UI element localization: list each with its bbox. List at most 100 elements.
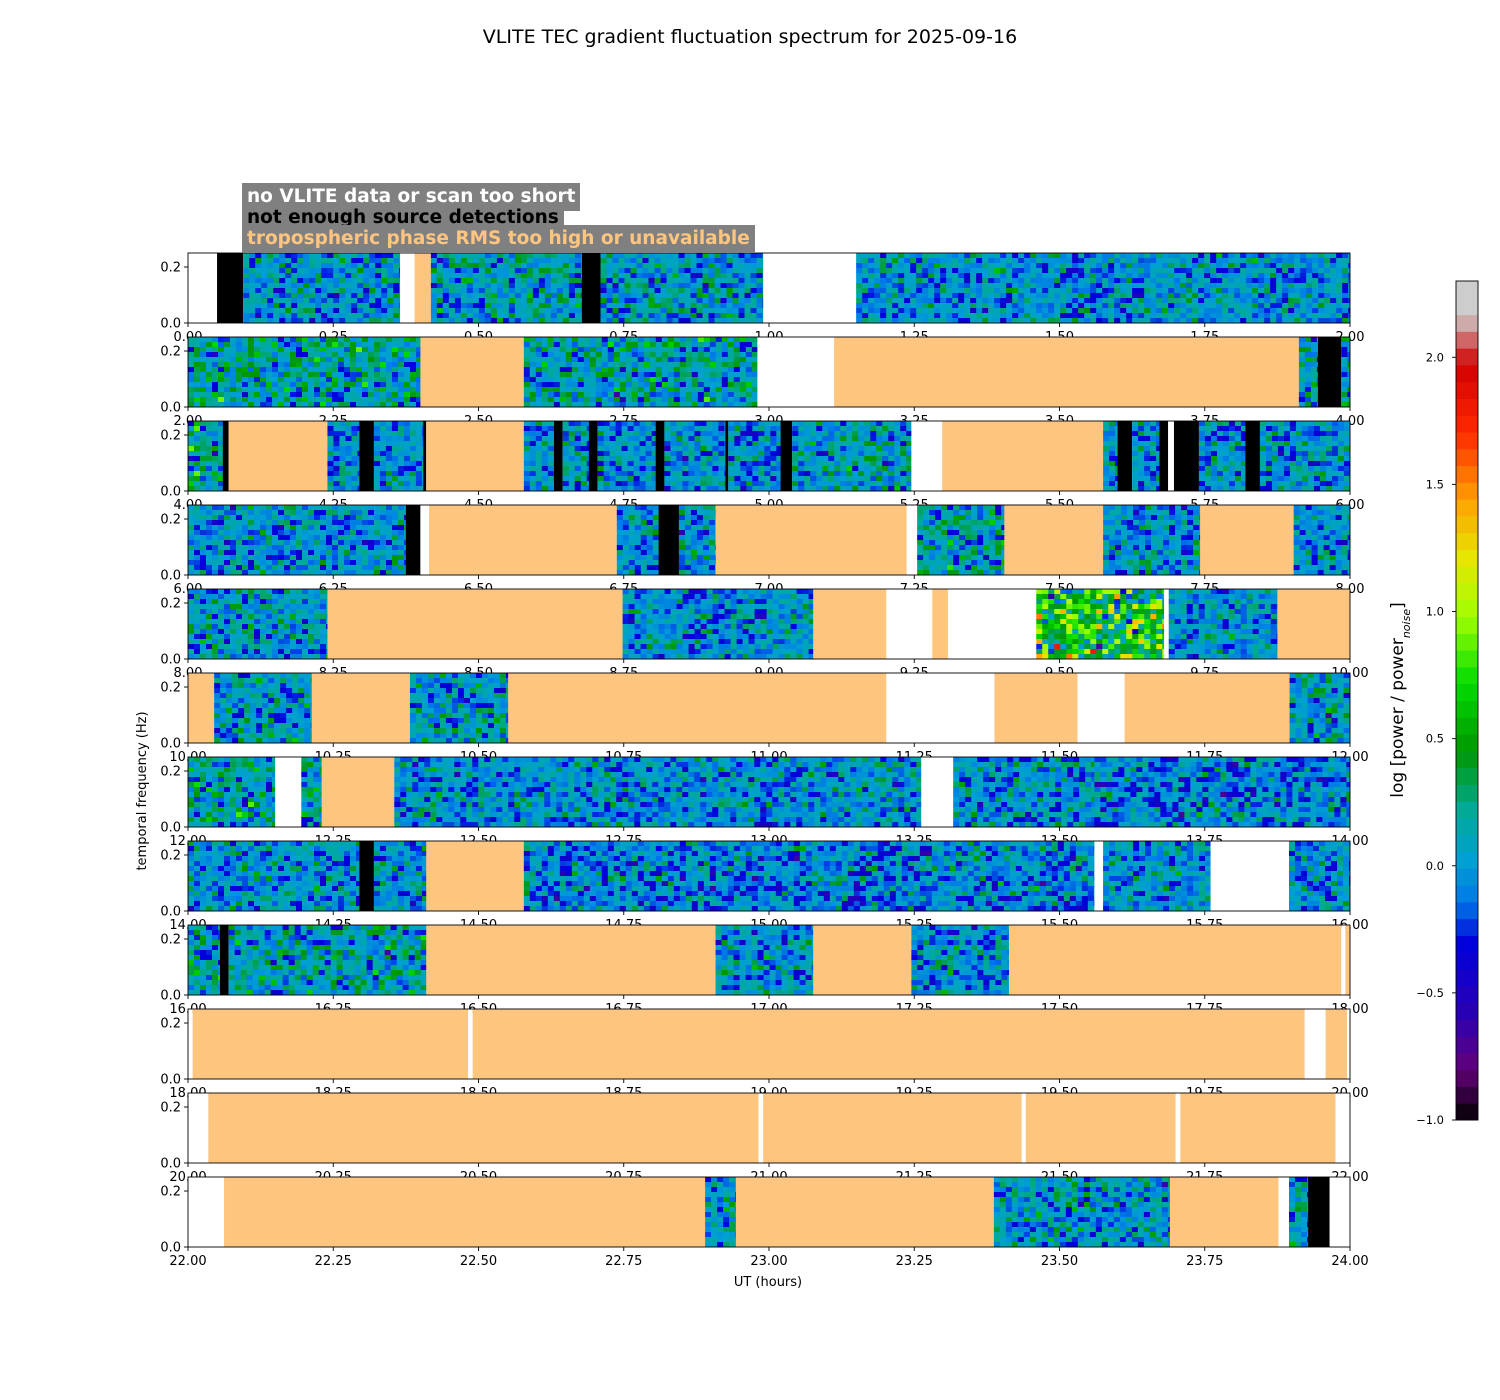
spectrum-cell xyxy=(618,273,625,279)
spectrum-cell xyxy=(188,481,195,487)
spectrum-cell xyxy=(230,342,237,348)
spectrum-cell xyxy=(738,318,745,324)
spectrum-cell xyxy=(541,451,549,457)
spectrum-cell xyxy=(381,313,388,319)
spectrum-cell xyxy=(900,441,907,447)
spectrum-cell xyxy=(651,436,657,442)
spectrum-cell xyxy=(637,337,645,343)
spectrum-cell xyxy=(738,273,745,279)
spectrum-cell xyxy=(339,283,346,289)
spectrum-cell xyxy=(682,451,689,457)
spectrum-cell xyxy=(691,352,699,358)
spectrum-cell xyxy=(333,318,340,324)
spectrum-cell xyxy=(1150,436,1157,442)
spectrum-cell xyxy=(387,273,394,279)
spectrum-cell xyxy=(970,288,977,294)
spectrum-cell xyxy=(351,476,358,482)
spectrum-cell xyxy=(374,342,381,348)
spectrum-cell xyxy=(547,367,555,373)
spectrum-cell xyxy=(621,461,629,467)
spectrum-cell xyxy=(392,337,399,343)
spectrum-cell xyxy=(770,451,777,457)
spectrum-cell xyxy=(1150,268,1157,274)
spectrum-cell xyxy=(1282,313,1289,319)
spectrum-cell xyxy=(868,273,875,279)
spectrum-cell xyxy=(1096,298,1103,304)
spectrum-cell xyxy=(1342,313,1349,319)
spectrum-cell xyxy=(315,303,322,309)
spectrum-cell xyxy=(732,258,739,264)
spectrum-cell xyxy=(642,288,649,294)
spectrum-cell xyxy=(770,471,777,477)
spectrum-cell xyxy=(538,313,546,319)
spectrum-cell xyxy=(706,431,713,437)
spectrum-cell xyxy=(1138,258,1145,264)
spectrum-cell xyxy=(403,426,411,432)
spectrum-cell xyxy=(868,263,875,269)
spectrum-cell xyxy=(734,476,741,482)
spectrum-cell xyxy=(200,451,207,457)
spectrum-cell xyxy=(291,273,298,279)
spectrum-cell xyxy=(684,278,691,284)
spectrum-cell xyxy=(1138,461,1145,467)
spectrum-cell xyxy=(273,273,280,279)
spectrum-cell xyxy=(260,382,267,388)
spectrum-cell xyxy=(571,372,579,378)
spectrum-cell xyxy=(291,303,298,309)
spectrum-cell xyxy=(559,352,567,358)
spectrum-cell xyxy=(615,421,623,427)
spectrum-cell xyxy=(321,318,328,324)
spectrum-cell xyxy=(586,446,590,452)
spectrum-cell xyxy=(1186,303,1193,309)
spectrum-cell xyxy=(636,308,643,314)
spectrum-cell xyxy=(645,481,653,487)
spectrum-cell xyxy=(496,313,504,319)
spectrum-cell xyxy=(1192,293,1199,299)
spectrum-cell xyxy=(236,377,243,383)
spectrum-cell xyxy=(409,436,417,442)
spectrum-cell xyxy=(1120,268,1127,274)
spectrum-cell xyxy=(532,258,540,264)
spectrum-cell xyxy=(934,263,941,269)
spectrum-cell xyxy=(188,421,195,427)
spectrum-cell xyxy=(670,476,677,482)
spectrum-cell xyxy=(727,372,735,378)
spectrum-cell xyxy=(597,476,605,482)
spectrum-cell xyxy=(544,278,552,284)
spectrum-cell xyxy=(1222,486,1230,492)
spectrum-cell xyxy=(712,476,719,482)
spectrum-cell xyxy=(559,372,567,378)
spectrum-cell xyxy=(916,288,923,294)
spectrum-cell xyxy=(697,357,705,363)
spectrum-cell xyxy=(1252,288,1259,294)
spectrum-cell xyxy=(621,436,629,442)
spectrum-cell xyxy=(1138,263,1145,269)
spectrum-cell xyxy=(544,273,552,279)
spectrum-cell xyxy=(619,387,627,393)
spectrum-cell xyxy=(916,303,923,309)
spectrum-cell xyxy=(636,288,643,294)
spectrum-cell xyxy=(218,446,224,452)
spectrum-cell xyxy=(391,471,399,477)
spectrum-cell xyxy=(357,308,364,314)
spectrum-cell xyxy=(380,347,387,353)
spectrum-cell xyxy=(688,456,695,462)
spectrum-cell xyxy=(1108,258,1115,264)
spectrum-cell xyxy=(678,288,685,294)
spectrum-cell xyxy=(894,436,901,442)
spectrum-cell xyxy=(448,308,456,314)
spectrum-cell xyxy=(606,268,613,274)
spectrum-cell xyxy=(764,451,771,457)
spectrum-cell xyxy=(520,298,528,304)
spectrum-cell xyxy=(436,268,444,274)
spectrum-cell xyxy=(523,456,531,462)
spectrum-cell xyxy=(547,476,555,482)
spectrum-cell xyxy=(1150,421,1157,427)
spectrum-cell xyxy=(609,456,617,462)
spectrum-cell xyxy=(284,387,291,393)
spectrum-cell xyxy=(988,278,995,284)
spectrum-cell xyxy=(664,441,671,447)
spectrum-cell xyxy=(1324,288,1331,294)
spectrum-cell xyxy=(1156,456,1160,462)
spectrum-cell xyxy=(1156,431,1160,437)
